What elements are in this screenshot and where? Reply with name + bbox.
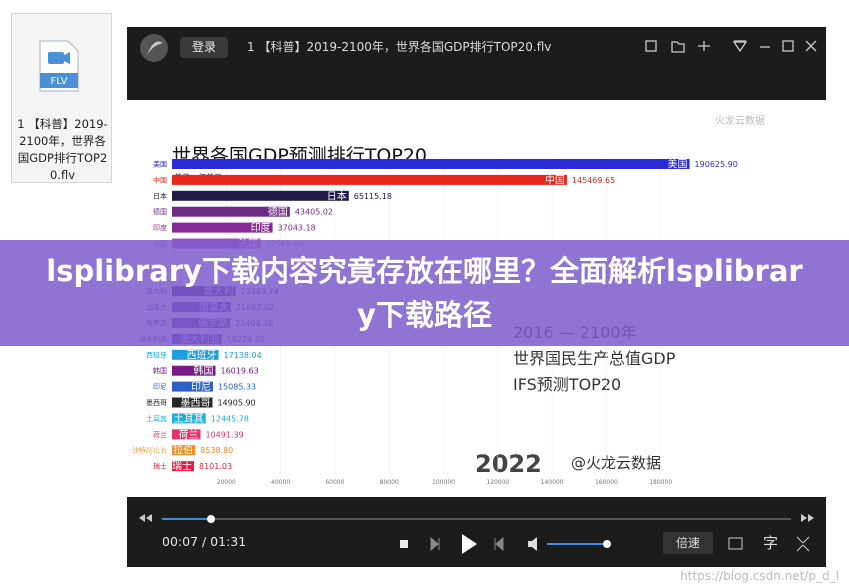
value-label: 10491.39 (205, 430, 243, 439)
value-label: 8538.80 (200, 446, 233, 455)
bar-name-label: 中国 (545, 173, 565, 186)
pin-button[interactable] (698, 41, 710, 51)
value-label: 43405.02 (295, 208, 333, 217)
category-label: 中国 (153, 175, 167, 184)
banner: lsplibrary下载内容究竟存放在哪里？全面解析lsplibrary下载路径 (0, 240, 849, 346)
category-label: 韩国 (153, 366, 167, 375)
bar-name-label: 印度 (251, 221, 271, 234)
bar (172, 222, 273, 233)
bar (172, 206, 290, 217)
value-label: 14905.90 (217, 399, 255, 408)
bar (172, 445, 196, 456)
category-label: 印度 (153, 223, 167, 232)
bar (172, 381, 213, 392)
stop-button[interactable] (400, 540, 408, 548)
volume-thumb[interactable] (603, 540, 611, 548)
banner-title: lsplibrary下载内容究竟存放在哪里？全面解析lsplibrary下载路径 (46, 254, 803, 332)
file-icon: FLV (39, 40, 79, 92)
year: 2022 (475, 450, 542, 478)
pip-button[interactable] (645, 40, 657, 52)
x-tick-label: 160000 (595, 479, 618, 486)
play-button[interactable] (462, 534, 477, 554)
bar (172, 365, 216, 376)
category-label: 土耳其 (146, 414, 167, 423)
fullscreen-window-button[interactable] (728, 537, 743, 550)
x-tick-label: 40000 (271, 479, 290, 486)
value-label: 8101.03 (199, 462, 232, 471)
bar-name-label: 荷兰 (178, 428, 198, 441)
category-label: 美国 (153, 160, 167, 169)
bar-name-label: 沙特阿拉伯 (143, 444, 193, 457)
x-tick-label: 180000 (649, 479, 672, 486)
video-watermark: 火龙云数据 (715, 114, 765, 127)
volume-button[interactable] (528, 537, 537, 551)
bar-name-label: 韩国 (193, 364, 213, 377)
close-button[interactable] (805, 40, 817, 52)
login-button[interactable]: 登录 (180, 37, 228, 58)
player-logo (140, 34, 168, 62)
value-label: 12445.78 (211, 414, 249, 423)
time-display: 00:07 / 01:31 (162, 534, 247, 549)
category-label: 墨西哥 (146, 399, 167, 407)
value-label: 145469.65 (572, 176, 615, 185)
side-text: IFS预测TOP20 (513, 375, 621, 394)
controls (139, 514, 814, 554)
category-label: 印尼 (153, 383, 167, 391)
footer-watermark: https://blog.csdn.net/p_d_l (680, 569, 839, 583)
value-label: 17138.04 (224, 351, 262, 360)
next-button[interactable] (494, 536, 504, 552)
video-title: 1 【科普】2019-2100年，世界各国GDP排行TOP20.flv (247, 40, 552, 54)
subtitle-button[interactable]: 字 (763, 534, 779, 552)
category-label: 德国 (153, 207, 167, 216)
x-tick-label: 120000 (486, 479, 509, 486)
x-tick-label: 80000 (380, 479, 399, 486)
category-label: 日本 (153, 191, 167, 200)
bar-name-label: 德国 (268, 205, 288, 218)
bar-name-label: 西班牙 (187, 349, 217, 361)
bar (172, 349, 219, 360)
x-tick-label: 140000 (541, 479, 564, 486)
speed-button[interactable]: 倍速 (663, 532, 713, 554)
bar (172, 461, 194, 472)
window-buttons (645, 40, 817, 53)
category-label: 瑞士 (153, 462, 167, 471)
progress-thumb[interactable] (207, 515, 215, 523)
prev-button[interactable] (430, 536, 440, 552)
credit: @火龙云数据 (571, 454, 661, 472)
bar (172, 413, 206, 424)
value-label: 16019.63 (220, 367, 258, 376)
folder-button[interactable] (671, 41, 685, 53)
file-tile[interactable]: FLV 1 【科普】2019-2100年，世界各国GDP排行TOP20.flv (11, 13, 112, 183)
bar (172, 159, 690, 169)
value-label: 65115.18 (354, 192, 392, 201)
side-text: 世界国民生产总值GDP (513, 349, 676, 368)
forward-button[interactable] (801, 514, 814, 522)
rewind-button[interactable] (139, 514, 152, 522)
maximize-button[interactable] (782, 40, 794, 52)
bar (172, 397, 213, 408)
bar-name-label: 日本 (327, 189, 347, 202)
value-label: 37043.18 (278, 224, 316, 233)
bar-name-label: 印尼 (191, 381, 211, 393)
bar-name-label: 墨西哥 (180, 397, 210, 409)
icon-label: FLV (50, 76, 67, 87)
category-label: 荷兰 (153, 430, 167, 439)
x-tick-label: 20000 (217, 479, 236, 486)
value-label: 190625.90 (695, 160, 738, 169)
bar-name-label: 美国 (668, 158, 688, 171)
menu-button[interactable] (732, 40, 748, 53)
fullscreen-button[interactable] (796, 536, 810, 552)
x-tick-label: 100000 (432, 479, 455, 486)
bar-name-label: 土耳其 (174, 412, 204, 425)
file-name: 1 【科普】2019-2100年，世界各国GDP排行TOP20.flv (17, 117, 108, 182)
bar (172, 174, 567, 185)
bar (172, 429, 201, 440)
category-label: 西班牙 (146, 350, 167, 359)
value-label: 15085.33 (218, 383, 256, 392)
category-label: 沙特阿拉伯 (132, 446, 167, 455)
x-tick-label: 60000 (325, 479, 344, 486)
bar (172, 190, 349, 201)
bar-name-label: 瑞士 (172, 460, 192, 473)
